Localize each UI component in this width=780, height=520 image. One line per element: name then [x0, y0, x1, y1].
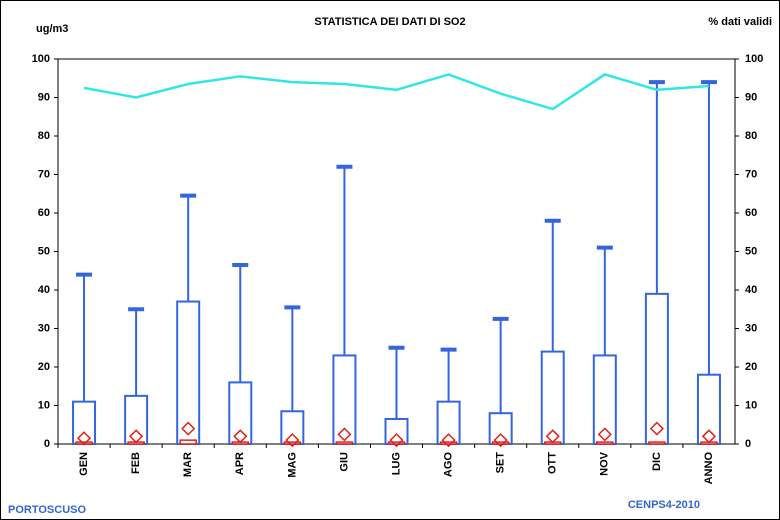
y2-tick-label: 60 — [745, 207, 757, 219]
y-tick-label: 90 — [38, 91, 50, 103]
mean-marker — [545, 429, 560, 444]
median — [179, 439, 197, 445]
y-tick-label: 70 — [38, 168, 50, 180]
box — [280, 410, 305, 445]
y2-tick-label: 10 — [745, 399, 757, 411]
mean-marker — [441, 433, 456, 448]
box — [228, 381, 253, 445]
median — [387, 441, 406, 445]
mean-marker — [233, 429, 248, 444]
box — [384, 417, 409, 446]
y2-tick-label: 0 — [745, 438, 751, 450]
mean-marker — [76, 431, 92, 446]
y2-tick-label: 30 — [745, 322, 757, 334]
y2-tick-label: 80 — [745, 130, 757, 142]
median — [596, 441, 614, 445]
y2-tick-label: 90 — [745, 91, 757, 103]
median — [283, 441, 302, 445]
mean-marker — [597, 427, 612, 442]
y2-tick-label: 20 — [745, 361, 757, 373]
box — [644, 292, 669, 445]
mean-marker — [389, 433, 404, 448]
x-tick-label: SET — [495, 452, 507, 474]
valid-line — [83, 73, 710, 111]
x-tick-label: MAG — [286, 452, 298, 478]
y-tick-label: 20 — [38, 361, 50, 373]
y-tick-label: 40 — [38, 284, 50, 296]
median — [648, 441, 666, 445]
y-tick-label: 60 — [38, 207, 50, 219]
x-tick-label: FEB — [130, 452, 142, 474]
x-tick-label: GIU — [338, 452, 350, 472]
x-tick-label: MAR — [182, 452, 194, 477]
footer-left: PORTOSCUSO — [8, 504, 86, 516]
box — [488, 412, 513, 446]
x-tick-label: AGO — [442, 452, 454, 478]
chart-title: STATISTICA DEI DATI DI SO2 — [314, 16, 465, 28]
y-tick-label: 10 — [38, 399, 50, 411]
x-tick-label: GEN — [78, 452, 90, 476]
median — [335, 441, 354, 445]
y-tick-label: 30 — [38, 322, 50, 334]
x-tick-label: DIC — [651, 452, 663, 471]
mean-marker — [649, 421, 664, 436]
footer-right: CENPS4-2010 — [628, 499, 700, 511]
median — [491, 441, 510, 445]
mean-marker — [129, 429, 144, 444]
y2-tick-label: 70 — [745, 168, 757, 180]
mean-marker — [493, 433, 508, 448]
box — [436, 400, 461, 445]
y-tick-label: 100 — [32, 53, 50, 65]
box — [332, 354, 357, 446]
x-tick-label: NOV — [599, 451, 611, 476]
y2-axis-label: % dati validi — [708, 16, 772, 28]
mean-marker — [701, 429, 717, 444]
box — [124, 394, 149, 445]
y-tick-label: 80 — [38, 130, 50, 142]
x-tick-label: LUG — [390, 452, 402, 475]
y2-tick-label: 40 — [745, 284, 757, 296]
y-tick-label: 0 — [44, 438, 50, 450]
box — [72, 400, 97, 445]
mean-marker — [337, 427, 352, 442]
y2-tick-label: 50 — [745, 245, 757, 257]
median — [439, 441, 458, 445]
box — [696, 373, 721, 446]
box — [592, 354, 617, 446]
mean-marker — [285, 433, 300, 448]
x-tick-label: OTT — [547, 452, 559, 474]
y2-tick-label: 100 — [745, 53, 763, 65]
mean-marker — [181, 421, 196, 436]
y-tick-label: 50 — [38, 245, 50, 257]
x-tick-label: ANNO — [703, 452, 715, 485]
y-axis-label: ug/m3 — [36, 23, 68, 35]
x-tick-label: APR — [234, 452, 246, 475]
